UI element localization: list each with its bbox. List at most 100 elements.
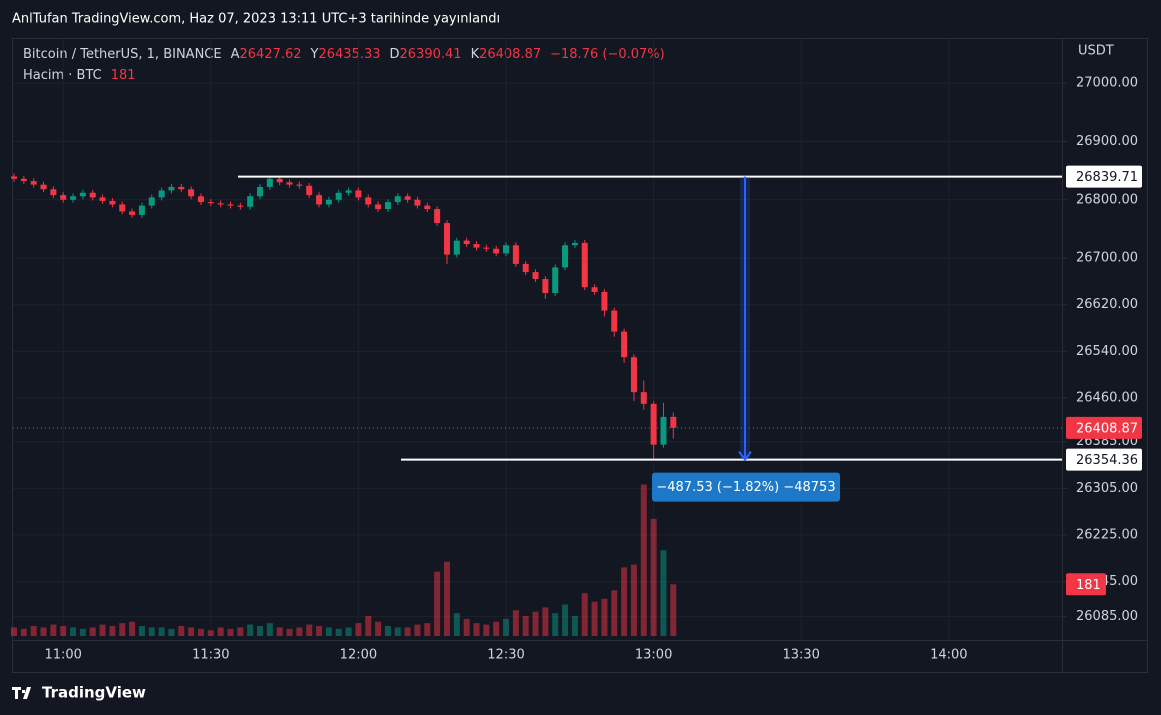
volume-bar [414,624,421,636]
volume-bar [503,618,510,636]
candle-body [630,357,637,393]
candle-body [276,178,283,183]
volume-bar [119,623,126,636]
y-tick-label: 26800.00 [1076,192,1138,207]
volume-bar [207,630,214,636]
volume-bar [50,624,57,636]
volume-bar [581,593,588,636]
candle-body [70,196,77,200]
volume-bar [99,624,106,636]
measure-arrowhead [738,451,752,462]
volume-bar [158,627,165,636]
candle-body [463,240,470,245]
candle-body [434,209,441,224]
level-price-label: 26839.71 [1076,170,1138,185]
volume-bar [276,627,283,636]
volume-bar [335,628,342,636]
candle-body [453,240,460,255]
volume-price-label-bg [1066,573,1106,596]
ohlc-value: 26427.62 [240,47,302,62]
candle-body [621,331,628,358]
volume-bar [630,564,637,636]
volume-bar [60,626,67,636]
current-price-label: 26408.87 [1076,421,1138,436]
candle-body [562,245,569,268]
volume-bar [345,627,352,636]
volume-bar [493,621,500,636]
ohlc-label: K [471,47,480,62]
candle-body [512,245,519,264]
volume-bar [217,627,224,636]
candle-body [571,242,578,246]
candle-body [325,199,332,205]
candle-body [227,204,234,206]
volume-bar [237,627,244,636]
volume-bar [532,611,539,636]
volume-bar [611,590,618,636]
candle-body [306,185,313,196]
candle-body [40,184,47,190]
candle-body [168,186,175,191]
volume-bar [30,626,37,636]
candle-body [532,272,539,280]
candle-body [542,279,549,294]
legend-line: Bitcoin / TetherUS, 1, BINANCE A26427.62 Y… [23,47,665,62]
volume-legend: Hacim · BTC 181 [23,68,136,83]
candle-body [11,176,17,179]
candle-body [158,190,165,198]
volume-bar [512,610,519,636]
x-tick-label: 12:00 [340,648,377,663]
candle-body [581,242,588,288]
candle-body [601,291,608,311]
candle-body [375,204,382,210]
volume-bar [660,550,667,636]
candle-body [493,248,500,254]
volume-bar [601,598,608,636]
candle-body [335,192,342,200]
grid [13,39,1062,640]
volume-bar [591,601,598,636]
volume-bar [621,567,628,636]
candle-body [503,245,510,254]
volume-bar [316,626,323,636]
x-tick-label: 14:00 [930,648,967,663]
volume-bar [138,626,145,636]
volume-bar [89,627,96,636]
y-tick-label: 26460.00 [1076,391,1138,406]
candle-body [138,205,145,215]
volume-bar [148,627,155,636]
candle-body [20,178,27,182]
volume-bar [650,518,657,636]
volume-bar [296,627,303,636]
volume-bar [463,618,470,636]
ohlc-label: D [390,47,400,62]
current-price-label-bg [1066,416,1142,439]
volume-bar [355,623,362,636]
candle-body [670,416,677,428]
brand-logo: TradingView [12,684,146,702]
y-tick-label: 26620.00 [1076,297,1138,312]
candle-body [473,244,480,248]
candle-body [316,195,323,205]
level-price-label-bg [1066,165,1142,188]
volume-bar [552,613,559,636]
candle-body [237,205,244,207]
volume-bar [473,623,480,636]
volume-bar [571,616,578,636]
candle-body [365,197,372,205]
volume-bar [562,604,569,636]
volume-bar [40,627,47,636]
volume-bar [306,624,313,636]
candle-body [660,416,667,445]
volume-bar [197,628,204,636]
volume-bar [129,621,136,636]
candle-body [99,197,106,201]
volume-bar [257,626,264,636]
candle-body [424,205,431,210]
candle-body [640,392,647,404]
x-tick-label: 13:30 [782,648,819,663]
candle-body [522,263,529,273]
measure-label: −487.53 (−1.82%) −48753 [656,480,835,495]
